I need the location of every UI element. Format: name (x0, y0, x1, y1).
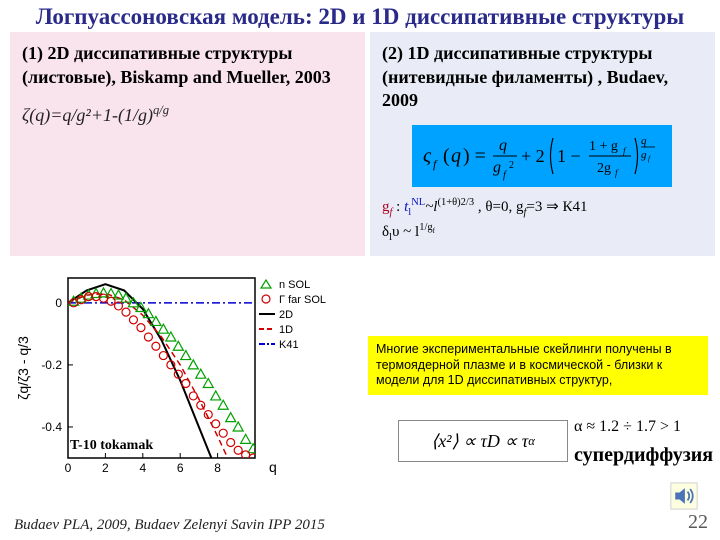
svg-text:q: q (269, 459, 277, 475)
svg-text:-0.4: -0.4 (41, 420, 62, 434)
svg-text:+ 2: + 2 (521, 146, 545, 166)
svg-text:ς: ς (423, 145, 432, 167)
svg-text:Γ far SOL: Γ far SOL (279, 294, 326, 306)
svg-text:4: 4 (139, 461, 146, 475)
svg-text:K41: K41 (279, 339, 299, 351)
svg-text:6: 6 (177, 461, 184, 475)
svg-text:8: 8 (214, 461, 221, 475)
svg-text:q: q (641, 135, 647, 147)
gf-g: g (382, 199, 390, 215)
superdiffusion-label: супердиффузия (574, 444, 713, 467)
svg-text:f: f (623, 146, 627, 156)
svg-text:f: f (615, 168, 619, 178)
alpha-range: α ≈ 1.2 ÷ 1.7 > 1 (574, 418, 681, 436)
x2-alpha: α (528, 434, 535, 449)
citation: Budaev PLA, 2009, Budaev Zelenyi Savin I… (14, 517, 325, 534)
svg-text:2: 2 (102, 461, 109, 475)
gf-tail: , θ=0, g (474, 199, 523, 215)
svg-text:0: 0 (55, 296, 62, 310)
gf-tail-eq: =3 (526, 199, 546, 215)
svg-text:1D: 1D (279, 324, 293, 336)
scaling-chart: 0 2 4 6 8 -0.4 -0.2 0 q ζq/ζ3 - q/3 n SOL Γ far SOL… (10, 268, 365, 488)
tl-l: l (408, 207, 411, 218)
svg-text:q: q (451, 145, 461, 167)
gf-arrow: ⇒ К41 (546, 199, 587, 215)
zeta-f-formula-box: ς f ( q ) = q g f 2 + 2 1 − 1 + g f 2g f… (412, 125, 672, 187)
chart-area: 0 2 4 6 8 -0.4 -0.2 0 q ζq/ζ3 - q/3 n SOL Γ far SOL… (10, 268, 365, 488)
page-number: 22 (688, 511, 708, 534)
zeta-formula-exp: q/g (153, 103, 169, 117)
tl-nl: NL (411, 197, 425, 208)
panels-row: (1) 2D диссипативные структуры (листовые… (0, 32, 720, 256)
svg-text:2g: 2g (597, 161, 611, 176)
chart-tokamak-label: T-10 tokamak (70, 438, 153, 454)
svg-text:) =: ) = (463, 145, 486, 167)
svg-text:g: g (493, 159, 501, 176)
svg-text:ζq/ζ3 - q/3: ζq/ζ3 - q/3 (15, 336, 31, 400)
yellow-note: Многие экспериментальные скейлинги получ… (368, 336, 708, 395)
gf-colon: : (392, 199, 404, 215)
slide-title: Логпуассоновская модель: 2D и 1D диссипа… (0, 0, 720, 32)
gf2-rest: υ ~ l (392, 224, 419, 240)
svg-text:0: 0 (65, 461, 72, 475)
panel-2d: (1) 2D диссипативные структуры (листовые… (10, 32, 365, 256)
svg-text:f: f (648, 155, 651, 163)
gf-scaling-line: gf : tlNL~l(1+θ)2/3 , θ=0, gf=3 ⇒ К41 δl… (382, 195, 703, 247)
svg-text:1 + g: 1 + g (589, 139, 618, 154)
svg-text:2D: 2D (279, 309, 293, 321)
svg-text:(: ( (443, 145, 450, 167)
svg-text:1 −: 1 − (557, 146, 581, 166)
tl-rel: ~l (425, 199, 437, 215)
x2-base: ⟨x²⟩ ∝ τD ∝ τ (431, 431, 528, 452)
svg-text:n SOL: n SOL (279, 279, 310, 291)
panel-2d-heading: (1) 2D диссипативные структуры (листовые… (22, 42, 353, 89)
tl-exp: (1+θ)2/3 (437, 197, 474, 208)
panel-1d-heading: (2) 1D диссипативные структуры (нитевидн… (382, 42, 703, 112)
svg-text:q: q (499, 137, 507, 154)
svg-text:g: g (641, 149, 647, 161)
panel-2d-formula: ζ(q)=q/g²+1-(1/g)q/g (22, 103, 353, 126)
gf2-exp-f: f (433, 226, 435, 235)
gf2-exp: 1/g (419, 222, 432, 233)
svg-text:-0.2: -0.2 (41, 358, 62, 372)
speaker-icon (670, 482, 698, 510)
zeta-f-formula-svg: ς f ( q ) = q g f 2 + 2 1 − 1 + g f 2g f… (417, 128, 667, 184)
zeta-formula-base: ζ(q)=q/g²+1-(1/g) (22, 105, 153, 125)
x2-formula-box: ⟨x²⟩ ∝ τD ∝ τα (398, 420, 568, 462)
svg-text:2: 2 (509, 160, 514, 171)
panel-1d: (2) 1D диссипативные структуры (нитевидн… (370, 32, 715, 256)
svg-text:f: f (503, 170, 507, 181)
svg-text:f: f (433, 157, 438, 171)
